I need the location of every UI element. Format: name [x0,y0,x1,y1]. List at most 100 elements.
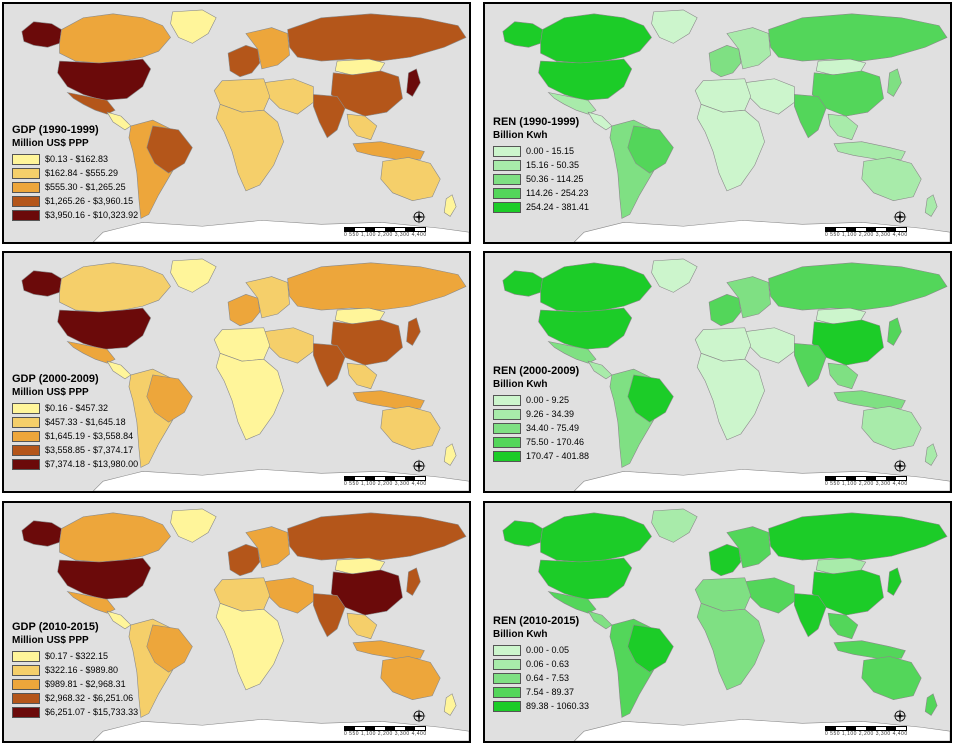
legend-entry: $0.17 - $322.15 [12,649,138,663]
legend-entry: 0.64 - 7.53 [493,671,589,685]
legend-swatch [12,416,40,428]
region-russia [768,13,948,62]
region-new-zealand [924,693,938,716]
legend-label: $3,558.85 - $7,374.17 [45,445,134,455]
region-mexico [66,341,116,364]
legend-swatch [12,706,40,718]
legend-label: $989.81 - $2,968.31 [45,679,126,689]
region-australia [380,406,441,451]
legend-label: 0.00 - 9.25 [526,395,570,405]
north-arrow-icon [412,210,426,224]
legend-entry: 9.26 - 34.39 [493,407,589,421]
legend-swatch [12,444,40,456]
region-southeast-asia [346,362,378,390]
region-africa [215,602,284,691]
north-arrow-icon [893,459,907,473]
region-japan [406,567,421,596]
north-arrow-icon [893,210,907,224]
legend-swatch [12,430,40,442]
legend-label: $0.16 - $457.32 [45,403,109,413]
legend-swatch [493,436,521,448]
legend-swatch [12,209,40,221]
legend-entry: 50.36 - 114.25 [493,172,589,186]
legend-entry: $1,265.26 - $3,960.15 [12,194,138,208]
legend-entry: $3,950.16 - $10,323.92 [12,208,138,222]
legend-label: $457.33 - $1,645.18 [45,417,126,427]
region-usa [57,58,152,101]
legend-swatch [12,402,40,414]
region-usa [538,557,633,600]
region-japan [887,567,902,596]
legend-title: REN (2010-2015) [493,615,580,627]
legend-label: 0.06 - 0.63 [526,659,570,669]
legend-rows: $0.17 - $322.15 $322.16 - $989.80 $989.81 … [12,649,138,719]
scale-ticks: 0 550 1,100 2,200 3,300 4,400 [825,481,908,487]
legend-swatch [493,408,521,420]
scale-ticks: 0 550 1,100 2,200 3,300 4,400 [344,731,427,737]
region-india [794,593,827,638]
legend-entry: 170.47 - 401.88 [493,449,589,463]
legend-label: 114.26 - 254.23 [526,188,589,198]
region-greenland [651,9,698,44]
scale-bar: 0 550 1,100 2,200 3,300 4,400 [344,476,427,487]
region-europe [726,526,771,569]
legend-label: 9.26 - 34.39 [526,409,575,419]
legend: REN (1990-1999) Billion Kwh 0.00 - 15.15… [493,116,589,214]
region-southeast-asia [346,612,378,640]
region-japan [887,68,902,97]
region-western-europe [227,543,261,577]
region-central-america [106,111,132,131]
region-middle-east [263,78,314,115]
scale-ticks: 0 550 1,100 2,200 3,300 4,400 [825,731,908,737]
region-canada [540,262,652,313]
world-map [485,4,950,242]
legend-label: 7.54 - 89.37 [526,687,575,697]
legend-rows: $0.13 - $162.83 $162.84 - $555.29 $555.30 … [12,152,138,222]
region-russia [768,512,948,561]
region-antarctica [92,719,469,741]
legend-swatch [493,644,521,656]
legend-label: 34.40 - 75.49 [526,423,580,433]
legend-entry: 0.00 - 0.05 [493,643,589,657]
legend-entry: $0.13 - $162.83 [12,152,138,166]
region-antarctica [92,220,469,242]
region-greenland [170,9,217,44]
legend-entry: 0.06 - 0.63 [493,657,589,671]
legend-entry: $1,645.19 - $3,558.84 [12,429,138,443]
region-india [313,94,346,139]
legend-title: GDP (2000-2009) [12,373,99,385]
region-canada [540,13,652,64]
legend-entry: 114.26 - 254.23 [493,186,589,200]
legend-swatch [493,686,521,698]
region-middle-east [263,577,314,614]
legend-label: $162.84 - $555.29 [45,168,119,178]
region-central-america [587,111,613,131]
legend: REN (2000-2009) Billion Kwh 0.00 - 9.25 9… [493,365,589,463]
region-central-america [587,610,613,630]
region-europe [726,276,771,319]
legend-swatch [12,678,40,690]
region-australia [380,656,441,701]
region-new-zealand [924,443,938,466]
legend-entry: 0.00 - 9.25 [493,393,589,407]
north-arrow-icon [893,709,907,723]
legend-swatch [12,664,40,676]
legend-entry: $2,968.32 - $6,251.06 [12,691,138,705]
map-panel-ren-2010-2015: REN (2010-2015) Billion Kwh 0.00 - 0.05 0… [483,501,952,743]
region-africa [696,352,765,441]
region-canada [59,262,171,313]
legend-label: 0.00 - 15.15 [526,146,575,156]
legend-swatch [12,153,40,165]
legend-unit: Million US$ PPP [12,387,89,398]
region-brazil [146,374,193,423]
legend-entry: 89.38 - 1060.33 [493,699,589,713]
region-usa [538,58,633,101]
legend-rows: 0.00 - 9.25 9.26 - 34.39 34.40 - 75.49 75.5… [493,393,589,463]
legend-entry: 15.16 - 50.35 [493,158,589,172]
region-greenland [651,508,698,543]
region-western-europe [227,293,261,327]
legend-swatch [12,167,40,179]
region-western-europe [227,44,261,78]
legend-swatch [493,422,521,434]
legend-label: $322.16 - $989.80 [45,665,119,675]
